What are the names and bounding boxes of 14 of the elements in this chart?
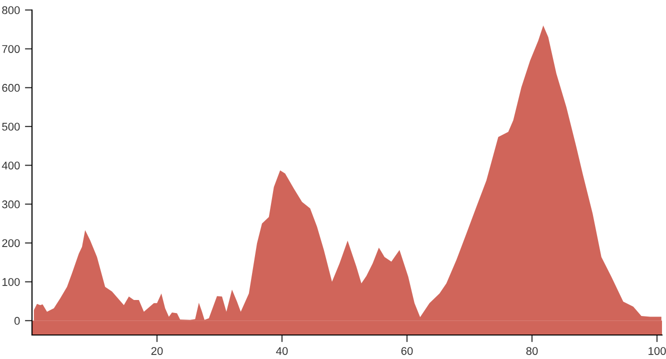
y-tick-label: 800: [2, 6, 20, 14]
y-tick-label: 400: [2, 162, 20, 170]
x-tick-label: 20: [151, 347, 163, 355]
y-tick-label: 100: [2, 278, 20, 286]
x-tick-label: 60: [401, 347, 413, 355]
x-tick-label: 100: [648, 347, 666, 355]
y-tick-label: 0: [14, 316, 20, 325]
y-tick-label: 300: [2, 200, 20, 208]
y-tick-label: 600: [2, 84, 20, 92]
y-tick-label: 700: [2, 45, 20, 53]
x-tick-label: 40: [276, 347, 288, 355]
y-tick-label: 200: [2, 239, 20, 248]
x-tick-label: 80: [526, 347, 538, 355]
y-tick-label: 500: [2, 122, 20, 131]
